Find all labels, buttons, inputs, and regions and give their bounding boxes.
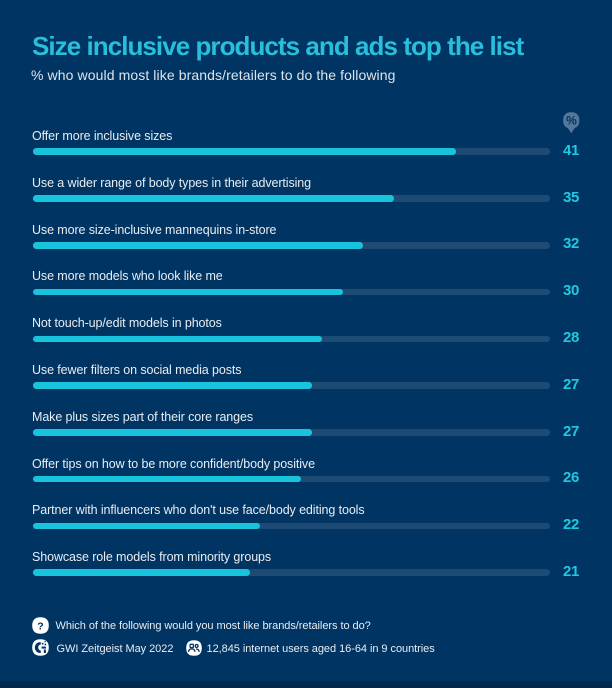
svg-text:%: % xyxy=(566,114,577,128)
svg-text:?: ? xyxy=(37,620,43,632)
